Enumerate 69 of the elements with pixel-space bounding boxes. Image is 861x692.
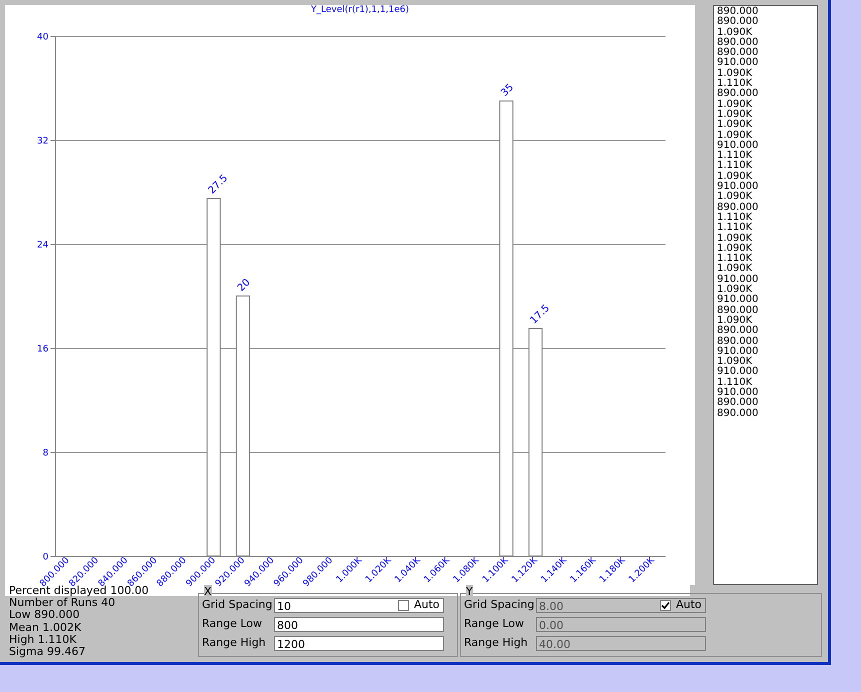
text: Grid Spacing (202, 598, 272, 611)
text: 890.000 (717, 88, 760, 100)
text: Mean 1.002K (9, 620, 82, 634)
text: 910.000 (717, 274, 760, 285)
text: 1.090K (717, 314, 752, 326)
text: 910.000 (717, 346, 760, 357)
text: 8.00 (539, 600, 564, 613)
text: 890.000 (717, 6, 760, 17)
text: 910.000 (717, 366, 760, 378)
text: Grid Spacing (464, 598, 534, 611)
text: 40.00 (536, 636, 706, 651)
text: Range Low (202, 617, 262, 630)
text: 1.090K (717, 263, 754, 274)
text: Range Low (464, 617, 524, 630)
text: 910.000 (717, 57, 760, 68)
y-tick-label: 16 (37, 344, 49, 354)
text: 10 (277, 600, 291, 613)
text: 1.110K (717, 78, 752, 90)
text: 1.090K (717, 170, 752, 182)
text: 1.110K (717, 222, 754, 234)
text: High 1.110K (9, 632, 76, 646)
text: Auto (414, 598, 440, 611)
y-tick-label: 40 (37, 32, 49, 42)
data-label: 20 (236, 277, 253, 294)
text: 890.000 (717, 36, 760, 48)
text: 890.000 (717, 336, 760, 346)
text: Number of Runs 40 (9, 596, 116, 610)
text: 910.000 (717, 140, 760, 151)
text: 1.090K (717, 130, 752, 141)
y-tick-label: 32 (37, 136, 48, 146)
text: 1.090K (717, 98, 754, 110)
text: 1.090K (717, 119, 754, 130)
text: 1.090K (717, 242, 754, 254)
text: 890.000 (717, 47, 760, 58)
y-tick-label: 8 (42, 448, 49, 458)
text: 910.000 (717, 386, 760, 398)
text: 890.000 (717, 304, 760, 316)
text: 1.110K (717, 150, 754, 162)
text: 1.110K (717, 160, 754, 172)
text: Auto (676, 598, 702, 611)
text: 1.110K (717, 253, 754, 264)
text: 910.000 (717, 181, 760, 192)
y-tick-label: 24 (37, 240, 49, 250)
text: 1.090K (717, 191, 754, 202)
chart-title: Y_Level(r(r1),1,1,1e6) (310, 5, 409, 15)
text: 1.090K (717, 356, 752, 368)
text: 910.000 (717, 294, 760, 306)
text: 890.000 (717, 16, 760, 28)
text: Y (466, 585, 473, 598)
text: 890.000 (717, 408, 760, 419)
text: 890.000 (717, 202, 760, 213)
text: 1.110K (717, 212, 754, 223)
text: 1200 (274, 636, 444, 651)
text: Low 890.000 (9, 608, 80, 622)
text: Sigma 99.467 (9, 645, 86, 658)
text: X (204, 585, 212, 598)
text: Range High (464, 636, 528, 649)
text: 1.090K (717, 284, 752, 296)
text: Range High (202, 636, 266, 649)
text: 0.00 (536, 617, 706, 632)
text: 890.000 (717, 397, 760, 408)
text: 1.110K (717, 376, 752, 388)
text: 1.090K (717, 26, 752, 38)
text: 800 (274, 617, 444, 632)
text: 1.090K (717, 68, 754, 79)
data-label: 35 (499, 82, 516, 99)
text: 1.090K (717, 232, 754, 244)
text: 1.090K (717, 108, 754, 120)
text: 890.000 (717, 325, 760, 336)
